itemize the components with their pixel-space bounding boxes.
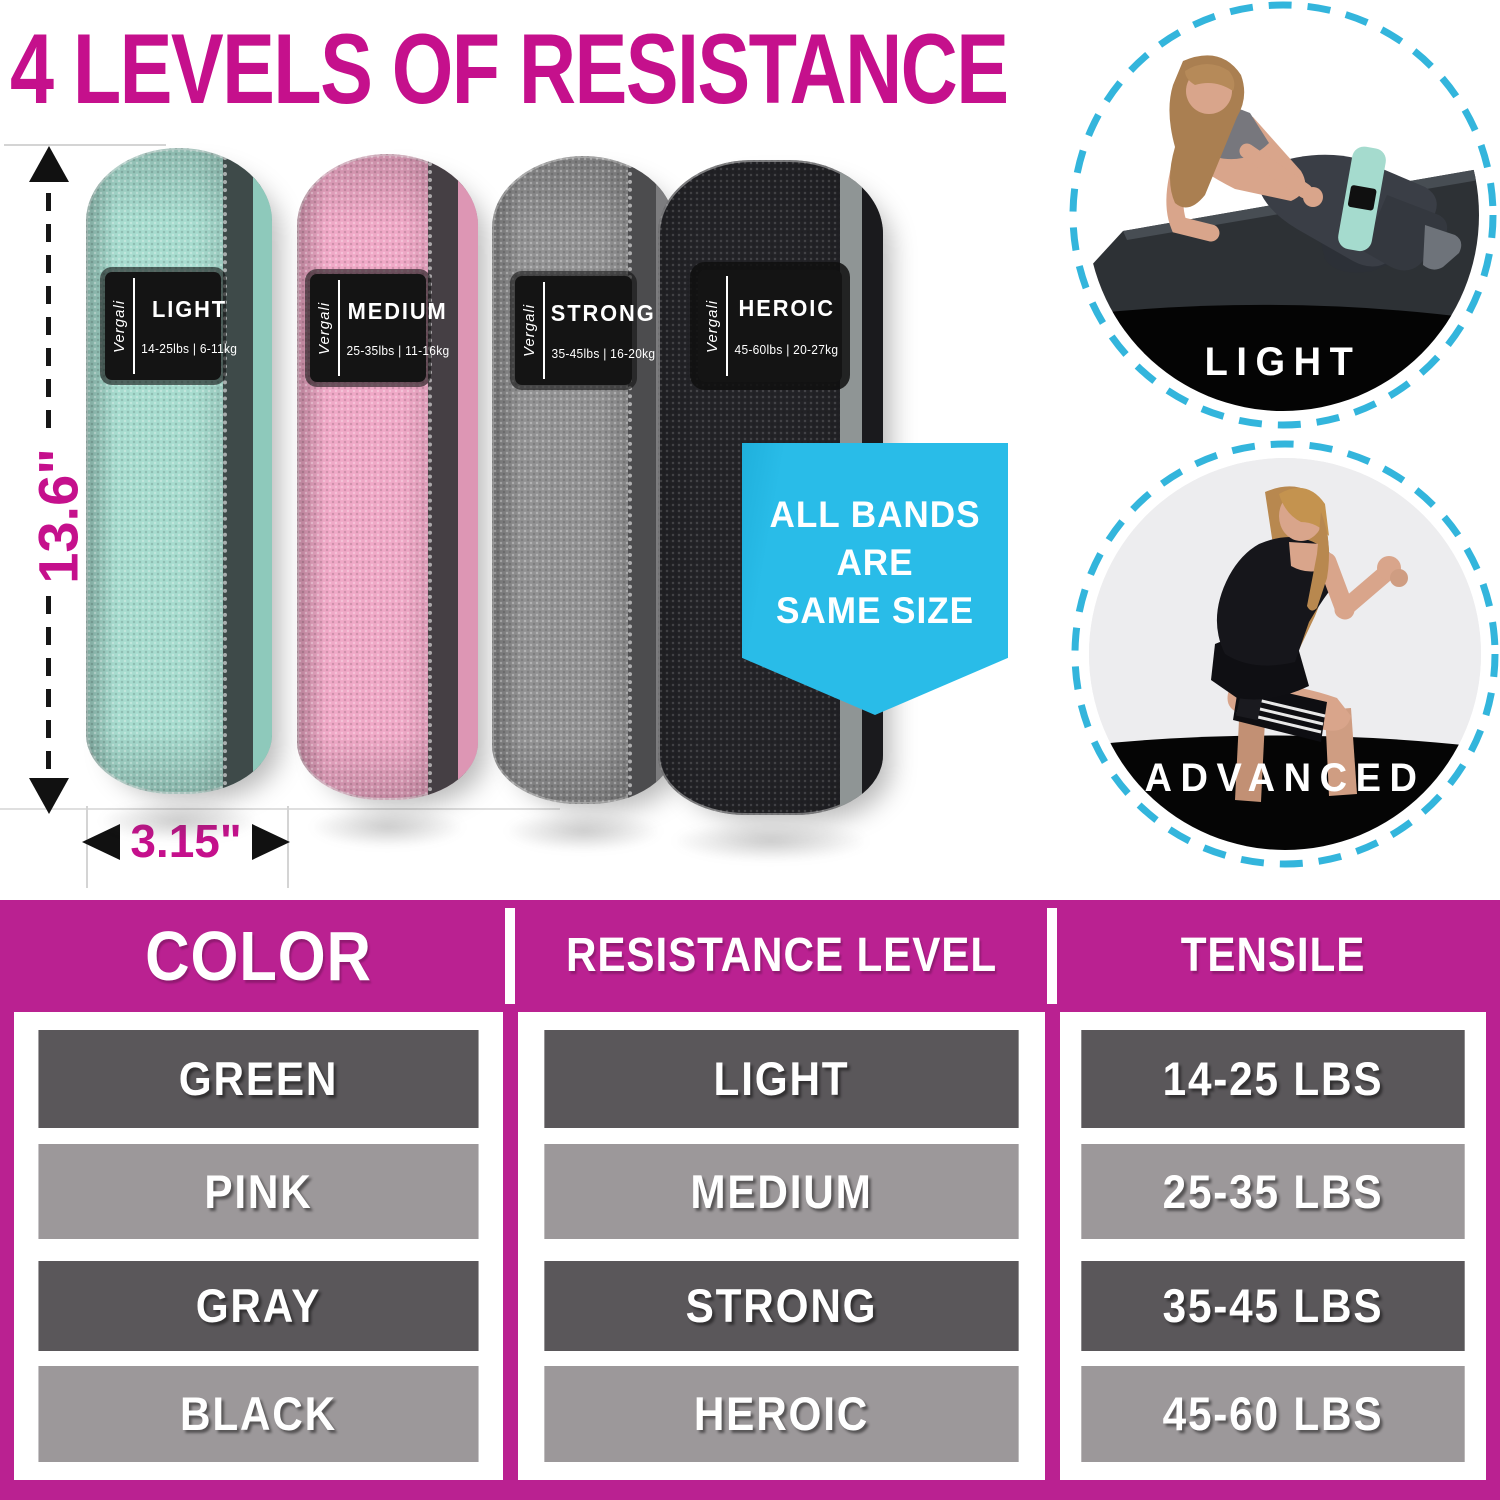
band-name: MEDIUM	[347, 298, 448, 324]
table-cell: STRONG	[544, 1261, 1019, 1351]
band-pink: Vergali MEDIUM 25-35lbs | 11-16kg	[297, 154, 478, 800]
guide-line-floor	[0, 808, 560, 810]
brand-logo: Vergali	[111, 278, 135, 374]
photo-circle-light: LIGHT	[1063, 0, 1500, 435]
header-divider	[505, 908, 515, 1004]
width-dimension-label: 3.15"	[120, 814, 252, 868]
table-right-border	[1486, 1012, 1500, 1500]
brand-logo: Vergali	[704, 276, 728, 376]
banner-line: SAME SIZE	[775, 590, 974, 631]
band-name: LIGHT	[151, 296, 227, 322]
arrow-right-icon	[252, 824, 290, 860]
table-cell: 14-25 LBS	[1081, 1030, 1465, 1128]
banner-line: ALL BANDS	[769, 494, 981, 535]
photo-circle-advanced: ADVANCED	[1065, 434, 1500, 874]
light-exercise-illustration	[1087, 19, 1479, 411]
dashed-ring-icon	[1071, 440, 1499, 868]
band-gray: Vergali STRONG 35-45lbs | 16-20kg	[492, 156, 675, 804]
table-header: COLOR RESISTANCE LEVEL TENSILE STRENGTH	[0, 900, 1500, 1094]
table-header-color: COLOR	[145, 917, 372, 995]
table-cell: GRAY	[38, 1261, 479, 1351]
table-column-divider	[1045, 1012, 1060, 1500]
page-title: 4 LEVELS OF RESISTANCE	[10, 13, 1009, 124]
table-cell: HEROIC	[544, 1366, 1019, 1462]
table-cell: BLACK	[38, 1366, 479, 1462]
table-cell: PINK	[38, 1144, 479, 1239]
band-green-reflection	[96, 800, 262, 842]
table-header-resistance: RESISTANCE LEVEL	[565, 929, 998, 982]
band-green-label-patch: Vergali LIGHT 14-25lbs | 6-11kg	[105, 272, 237, 380]
band-pink-reflection	[307, 806, 468, 848]
banner-line: ARE	[836, 542, 914, 583]
band-specs: 35-45lbs | 16-20kg	[551, 345, 656, 361]
advanced-exercise-illustration	[1089, 458, 1481, 850]
band-black-label-patch: Vergali HEROIC 45-60lbs | 20-27kg	[698, 270, 842, 382]
band-green-right-wall	[253, 148, 272, 794]
table-column-divider	[503, 1012, 518, 1500]
table-bottom-border	[0, 1480, 1500, 1500]
table-cell: MEDIUM	[544, 1144, 1019, 1239]
table-cell: 35-45 LBS	[1081, 1261, 1465, 1351]
arrow-up-icon	[29, 146, 69, 182]
brand-logo: Vergali	[316, 280, 340, 376]
height-dimension-label: 13.6"	[19, 436, 97, 596]
band-pink-right-wall	[458, 154, 478, 800]
table-header-tensile: TENSILE STRENGTH	[1153, 929, 1391, 1094]
arrow-down-icon	[29, 778, 69, 814]
band-name: STRONG	[550, 300, 656, 327]
guide-line-top	[4, 144, 166, 146]
table-cell: LIGHT	[544, 1030, 1019, 1128]
band-specs: 14-25lbs | 6-11kg	[141, 341, 238, 356]
band-name: HEROIC	[738, 295, 835, 322]
table-cell: 25-35 LBS	[1081, 1144, 1465, 1239]
table-left-border	[0, 1012, 14, 1500]
band-gray-label-patch: Vergali STRONG 35-45lbs | 16-20kg	[515, 276, 655, 385]
arrow-left-icon	[82, 824, 120, 860]
table-cell: GREEN	[38, 1030, 479, 1128]
band-green: Vergali LIGHT 14-25lbs | 6-11kg	[86, 148, 272, 794]
band-specs: 25-35lbs | 11-16kg	[346, 343, 450, 358]
photo-caption-advanced: ADVANCED	[1144, 756, 1426, 800]
brand-logo: Vergali	[521, 282, 545, 379]
header-divider	[1047, 908, 1057, 1004]
band-pink-label-patch: Vergali MEDIUM 25-35lbs | 11-16kg	[310, 274, 449, 382]
photo-light	[1087, 19, 1479, 411]
photo-advanced	[1089, 458, 1481, 850]
table-cell: 45-60 LBS	[1081, 1366, 1465, 1462]
photo-caption-light: LIGHT	[1204, 340, 1362, 384]
band-black-reflection	[668, 820, 873, 862]
same-size-banner: ALL BANDS ARE SAME SIZE	[742, 443, 1008, 715]
band-specs: 45-60lbs | 20-27kg	[734, 341, 839, 357]
band-gray-reflection	[502, 810, 665, 852]
dashed-ring-icon	[1069, 1, 1497, 429]
